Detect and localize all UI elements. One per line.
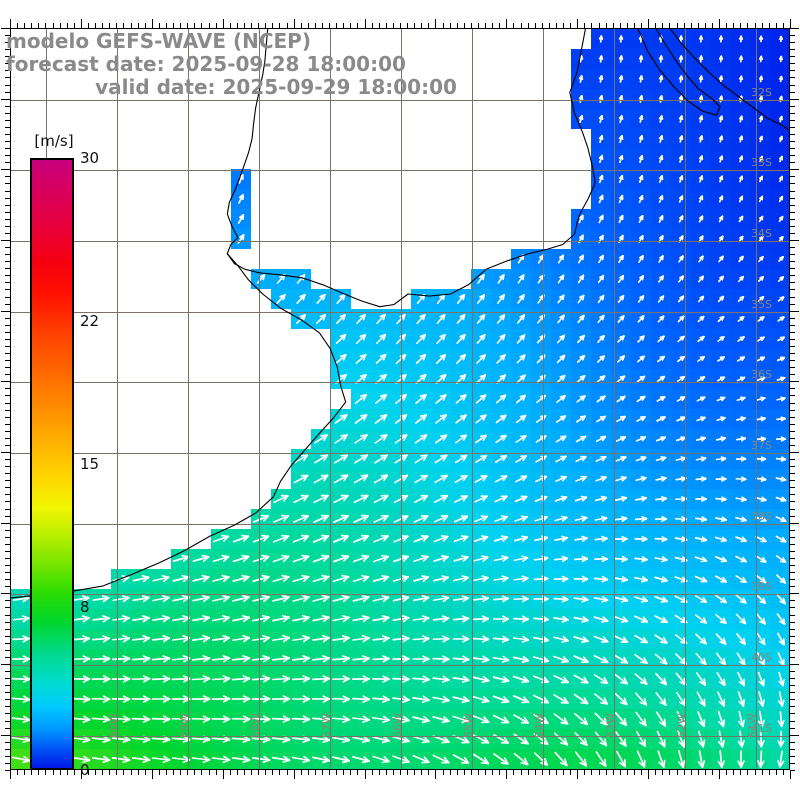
- right-tick-ruler: [790, 28, 800, 771]
- gridline-vertical: [543, 29, 544, 769]
- gridline-vertical: [472, 29, 473, 769]
- longitude-label: 56W: [391, 713, 404, 738]
- longitude-label: 53W: [603, 713, 617, 738]
- gridline-horizontal: [11, 665, 789, 666]
- gridline-horizontal: [11, 594, 789, 595]
- gridline-horizontal: [11, 170, 789, 171]
- longitude-label: 52W: [674, 713, 688, 738]
- colorbar-tick: 22: [80, 312, 100, 331]
- bottom-tick-ruler: [10, 770, 791, 780]
- latitude-label: 39S: [751, 580, 772, 594]
- gridline-horizontal: [11, 100, 789, 101]
- colorbar-gradient: [30, 158, 74, 770]
- gridline-vertical: [401, 29, 402, 769]
- latitude-label: 41S: [751, 721, 772, 735]
- latitude-label: 36S: [751, 368, 772, 382]
- latitude-label: 33S: [751, 156, 772, 170]
- latitude-label: 38S: [751, 509, 772, 523]
- gridline-vertical: [117, 29, 118, 769]
- top-tick-ruler: [10, 18, 791, 28]
- wind-speed-raster: [11, 29, 789, 769]
- longitude-label: 57W: [320, 713, 334, 738]
- gridline-vertical: [259, 29, 260, 769]
- latitude-label: 37S: [751, 439, 772, 452]
- gridline-horizontal: [11, 453, 789, 454]
- gridline-vertical: [330, 29, 331, 769]
- longitude-label: 59W: [178, 713, 192, 738]
- gridline-horizontal: [11, 524, 789, 525]
- gridline-vertical: [188, 29, 189, 769]
- left-tick-ruler: [0, 28, 10, 771]
- map-plot-area[interactable]: 61W60W59W58W57W56W55W54W53W52W51W 32S33S…: [10, 28, 790, 770]
- gridline-horizontal: [11, 382, 789, 383]
- longitude-label: 58W: [249, 713, 263, 738]
- longitude-label: 60W: [107, 713, 121, 738]
- colorbar-unit-label: [m/s]: [34, 132, 74, 150]
- gridline-vertical: [614, 29, 615, 769]
- gridline-horizontal: [11, 312, 789, 313]
- longitude-label: 55W: [461, 713, 475, 738]
- latitude-label: 32S: [751, 85, 772, 99]
- latitude-label: 40S: [751, 651, 772, 664]
- colorbar-tick: 8: [80, 597, 90, 616]
- colorbar-tick: 30: [80, 149, 100, 167]
- gridline-horizontal: [11, 241, 789, 242]
- gridline-vertical: [756, 29, 757, 769]
- colorbar-tick: 0: [80, 761, 90, 779]
- gridline-horizontal: [11, 736, 789, 737]
- gridline-vertical: [685, 29, 686, 769]
- latitude-label: 35S: [751, 297, 772, 311]
- latitude-label: 34S: [751, 227, 772, 240]
- longitude-label: 54W: [532, 713, 546, 738]
- colorbar-tick: 15: [80, 455, 100, 473]
